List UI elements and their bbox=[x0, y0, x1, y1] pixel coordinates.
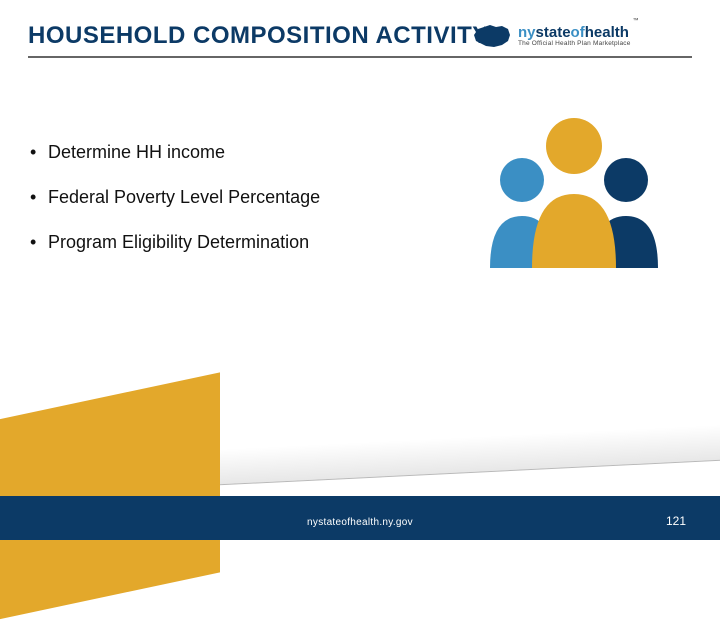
page-number: 121 bbox=[666, 514, 686, 528]
slide-title: HOUSEHOLD COMPOSITION ACTIVITY bbox=[28, 22, 489, 50]
bullet-list: Determine HH income Federal Poverty Leve… bbox=[30, 142, 320, 277]
ny-state-icon bbox=[472, 21, 512, 51]
people-icon bbox=[474, 98, 674, 268]
title-underline bbox=[28, 56, 692, 58]
bullet-item: Determine HH income bbox=[30, 142, 320, 163]
brand-logo: nystateofhealth The Official Health Plan… bbox=[472, 18, 690, 54]
trademark-icon: ™ bbox=[633, 18, 639, 24]
bullet-item: Federal Poverty Level Percentage bbox=[30, 187, 320, 208]
slide: HOUSEHOLD COMPOSITION ACTIVITY nystateof… bbox=[0, 0, 720, 540]
logo-main-text: nystateofhealth bbox=[518, 25, 631, 40]
bullet-item: Program Eligibility Determination bbox=[30, 232, 320, 253]
logo-subtitle: The Official Health Plan Marketplace bbox=[518, 41, 631, 48]
footer-url: nystateofhealth.ny.gov bbox=[0, 517, 720, 528]
logo-text: nystateofhealth The Official Health Plan… bbox=[518, 25, 631, 48]
